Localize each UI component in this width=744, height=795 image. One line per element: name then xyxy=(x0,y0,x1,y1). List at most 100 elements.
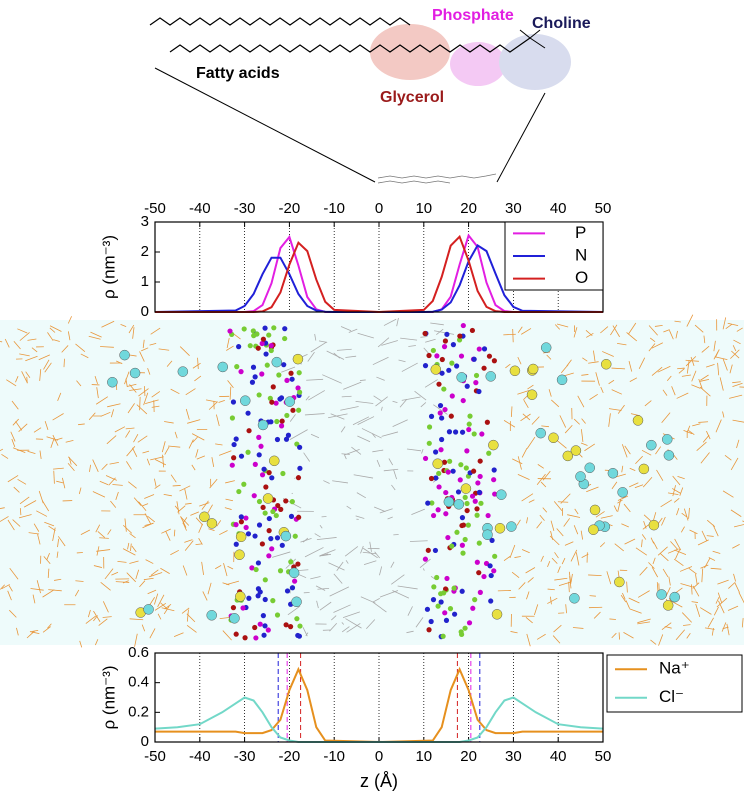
water-molecule xyxy=(741,618,744,628)
water-molecule xyxy=(550,596,552,605)
water-molecule xyxy=(88,412,96,421)
water-molecule xyxy=(99,537,109,539)
headgroup-atom xyxy=(478,500,484,506)
water-molecule xyxy=(661,412,671,423)
headgroup-atom xyxy=(428,618,434,625)
water-molecule xyxy=(658,634,664,646)
headgroup-atom xyxy=(249,565,255,571)
water-molecule xyxy=(730,349,740,359)
water-molecule xyxy=(224,507,232,510)
water-molecule xyxy=(629,482,639,488)
water-molecule xyxy=(67,456,78,467)
water-molecule xyxy=(706,535,714,537)
headgroup-atom xyxy=(445,469,451,475)
headgroup-atom xyxy=(435,603,441,609)
water-molecule xyxy=(586,332,594,338)
water-molecule xyxy=(648,562,655,569)
lipid-tail xyxy=(376,459,381,467)
headgroup-atom xyxy=(458,462,464,468)
water-molecule xyxy=(17,478,27,485)
water-molecule xyxy=(162,454,165,468)
water-molecule xyxy=(141,624,146,632)
chain xyxy=(149,17,411,26)
headgroup-atom xyxy=(476,489,483,495)
water-molecule xyxy=(680,526,685,533)
water-molecule xyxy=(170,388,180,395)
lipid-tail xyxy=(377,337,390,348)
headgroup-atom xyxy=(262,577,268,583)
water-molecule xyxy=(554,324,561,330)
lipid-tail xyxy=(361,428,382,439)
headgroup-atom xyxy=(491,568,497,574)
headgroup-atom xyxy=(445,534,451,541)
headgroup-atom xyxy=(270,508,276,515)
water-molecule xyxy=(580,530,584,540)
water-molecule xyxy=(136,404,148,415)
water-molecule xyxy=(661,622,672,631)
water-molecule xyxy=(10,431,16,442)
water-molecule xyxy=(30,588,44,591)
ion xyxy=(206,610,217,621)
headgroup-atom xyxy=(471,356,477,362)
headgroup-atom xyxy=(266,528,272,534)
headgroup-atom xyxy=(486,353,493,359)
headgroup-atom xyxy=(447,606,454,612)
water-molecule xyxy=(673,498,680,503)
lipid-tail xyxy=(391,574,405,585)
ion xyxy=(280,530,292,542)
water-molecule xyxy=(7,590,12,601)
water-molecule xyxy=(138,501,147,512)
water-molecule xyxy=(567,514,581,518)
headgroup-atom xyxy=(457,477,463,483)
headgroup-atom xyxy=(256,434,262,440)
headgroup-atom xyxy=(474,506,480,512)
water-molecule xyxy=(565,604,567,614)
ion xyxy=(663,450,675,461)
ion xyxy=(526,389,538,400)
headgroup-atom xyxy=(491,358,497,364)
lipid-tail xyxy=(392,590,410,599)
ion xyxy=(288,567,300,579)
headgroup-atom xyxy=(279,418,285,424)
lipid-tail xyxy=(328,413,348,419)
headgroup-atom xyxy=(449,360,455,366)
headgroup-atom xyxy=(475,480,481,486)
water-molecule xyxy=(623,632,634,639)
headgroup-atom xyxy=(492,553,498,559)
headgroup-atom xyxy=(426,627,432,633)
water-molecule xyxy=(651,566,659,578)
lipid-tail xyxy=(372,449,384,453)
ion xyxy=(119,349,130,361)
x-tick-label: -40 xyxy=(189,200,211,217)
headgroup-atom xyxy=(441,386,447,392)
water-molecule xyxy=(679,566,693,572)
water-molecule xyxy=(512,458,523,465)
x-tick-label: 10 xyxy=(415,748,432,765)
water-molecule xyxy=(28,532,40,535)
water-molecule xyxy=(736,439,740,449)
water-molecule xyxy=(589,393,598,400)
water-molecule xyxy=(226,345,234,351)
water-molecule xyxy=(9,567,19,580)
x-tick-label: 50 xyxy=(595,748,612,765)
water-molecule xyxy=(227,380,234,389)
water-molecule xyxy=(195,449,199,458)
water-molecule xyxy=(726,623,730,636)
water-molecule xyxy=(611,389,622,395)
water-molecule xyxy=(168,445,181,448)
water-molecule xyxy=(577,395,585,408)
lipid-tail xyxy=(343,454,347,460)
headgroup-atom xyxy=(241,481,247,487)
water-molecule xyxy=(635,547,648,556)
lipid-tail xyxy=(401,396,421,401)
water-molecule xyxy=(57,536,66,547)
water-molecule xyxy=(564,424,573,434)
water-molecule xyxy=(47,623,52,629)
lipid-tail xyxy=(316,600,319,609)
lipid-tail xyxy=(340,426,346,433)
headgroup-atom xyxy=(296,514,302,520)
water-molecule xyxy=(617,499,623,504)
water-molecule xyxy=(558,581,572,587)
headgroup-atom xyxy=(288,559,294,565)
lipid-tail xyxy=(319,549,336,557)
